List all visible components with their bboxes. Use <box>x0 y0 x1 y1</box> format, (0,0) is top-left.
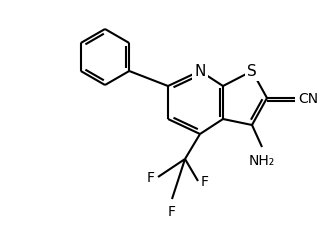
Text: CN: CN <box>298 92 318 106</box>
Text: N: N <box>194 64 206 79</box>
Text: F: F <box>168 204 176 218</box>
Text: F: F <box>147 170 155 184</box>
Text: F: F <box>201 174 209 188</box>
Text: S: S <box>247 64 257 79</box>
Text: NH₂: NH₂ <box>249 153 275 167</box>
